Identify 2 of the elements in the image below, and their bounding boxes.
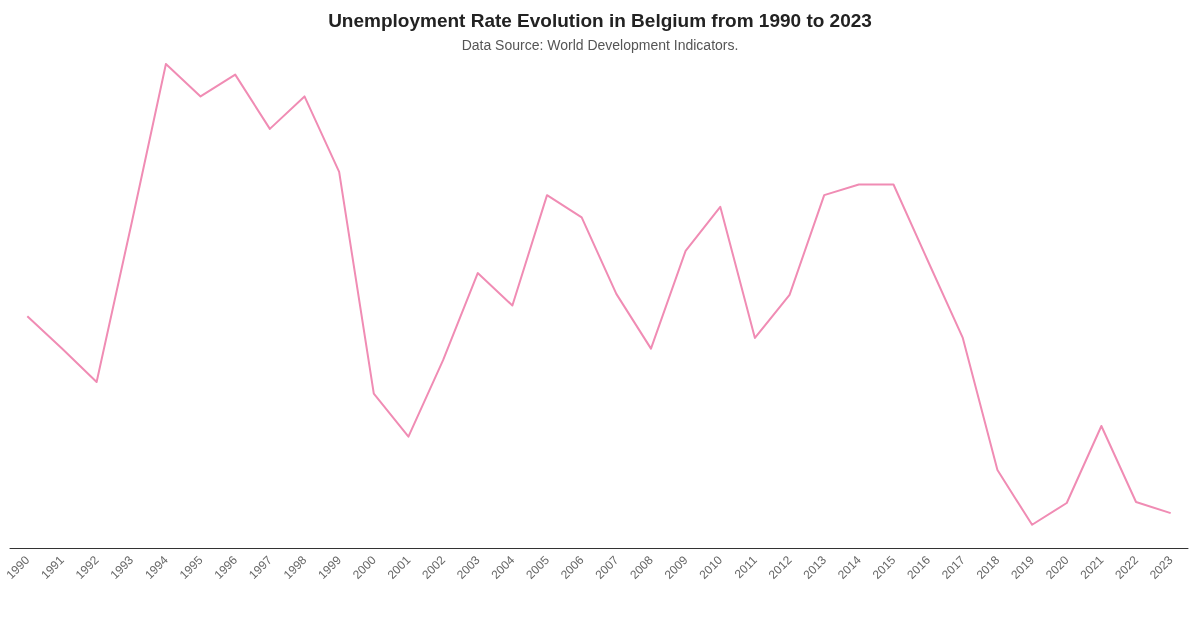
chart-title: Unemployment Rate Evolution in Belgium from 1990 to 2023 [328, 10, 872, 31]
chart-subtitle: Data Source: World Development Indicators. [461, 37, 739, 53]
